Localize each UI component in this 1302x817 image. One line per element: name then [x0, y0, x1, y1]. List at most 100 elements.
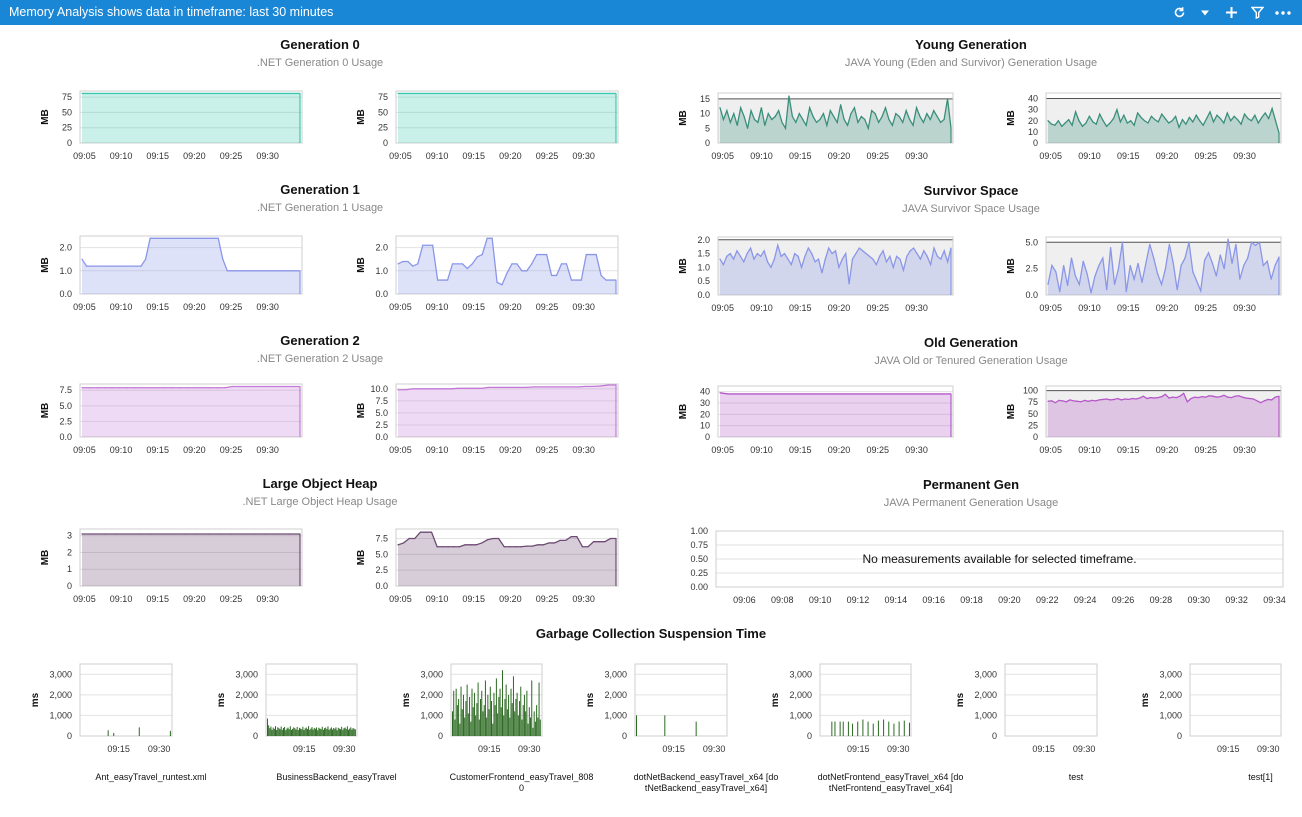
loh-b-point — [559, 539, 561, 542]
young-a-point — [940, 121, 942, 124]
young-a-point — [746, 127, 749, 129]
young-b-point — [1074, 111, 1077, 113]
young-b-point — [1178, 126, 1180, 129]
survivor-b-point — [1164, 268, 1167, 270]
gc-3-bar — [481, 690, 483, 736]
gc-6-ytick-label: 1,000 — [974, 710, 997, 720]
more-icon[interactable] — [1270, 0, 1296, 25]
loh-b-line — [397, 531, 616, 548]
young-b-point — [1126, 122, 1128, 124]
loh-b-ytick-label: 5.0 — [375, 549, 388, 559]
gen0-b-point — [513, 92, 515, 95]
gc-5-bar — [862, 719, 864, 736]
gen0-a-point — [255, 92, 257, 95]
old-a-line — [719, 392, 951, 395]
gen1-b-point — [397, 263, 399, 265]
gc-3-bar — [504, 698, 506, 736]
young-a-point — [774, 115, 776, 118]
add-icon[interactable] — [1218, 0, 1244, 25]
gen2-a-ytick-label: 0.0 — [59, 432, 72, 442]
young-a-point — [743, 115, 745, 118]
loh-a-ytick-label: 1 — [67, 564, 72, 574]
young-b-point — [1147, 122, 1149, 124]
gen2-a-point — [134, 387, 136, 389]
gen2-b-point — [465, 387, 467, 389]
gen2-a-point — [81, 387, 83, 389]
loh-b-point — [447, 546, 449, 548]
survivor-a-xtick-label: 09:20 — [828, 303, 851, 313]
refresh-icon[interactable] — [1166, 0, 1192, 25]
survivor-a-point — [773, 258, 775, 260]
gen0-b-point — [499, 92, 501, 95]
young-a-ytick-label: 15 — [700, 94, 710, 104]
gc-2-bar — [322, 729, 324, 736]
young-b-point — [1271, 107, 1273, 110]
gen2-a-point — [269, 385, 271, 388]
gc-5-xtick-label: 09:15 — [847, 744, 870, 754]
young-a-point — [778, 110, 780, 112]
gen0-a-point — [132, 92, 134, 95]
gen1-b-point — [402, 260, 404, 263]
gen0-a-point — [110, 92, 112, 95]
gen0-a-point — [117, 92, 119, 95]
young-a-point — [784, 127, 787, 129]
young-a-point — [895, 112, 897, 115]
gen1-b-point — [481, 253, 483, 256]
old-b-xtick-label: 09:10 — [1078, 445, 1101, 455]
survivor-a-xtick-label: 09:25 — [867, 303, 890, 313]
loh-a-frame — [79, 528, 303, 587]
old-a-point — [814, 393, 817, 395]
survivor-b-ytick-label: 0.0 — [1025, 290, 1038, 300]
survivor-b-point — [1157, 273, 1159, 275]
gc-3-bar — [456, 705, 458, 736]
survivor-b-point — [1047, 283, 1049, 286]
young-b-xtick-label: 09:30 — [1233, 151, 1256, 161]
young-a-point — [729, 121, 731, 124]
survivor-b-point — [1078, 283, 1080, 286]
survivor-b-point — [1051, 264, 1053, 267]
gc-5-bar — [834, 721, 836, 736]
gen2-title: Generation 2 — [280, 333, 360, 348]
dropdown-icon[interactable] — [1192, 0, 1218, 25]
survivor-b-xtick-label: 09:05 — [1039, 303, 1062, 313]
old-b-xtick-label: 09:30 — [1233, 445, 1256, 455]
gc-5-bar — [847, 721, 849, 736]
gen1-b-ytick-label: 1.0 — [375, 266, 388, 276]
gen2-a-point — [156, 387, 158, 389]
gen2-a-point — [96, 387, 98, 389]
gen1-a-point — [95, 265, 97, 267]
perm-ytick-label: 0.75 — [690, 540, 708, 550]
old-b-point — [1095, 400, 1097, 402]
survivor-b-point — [1180, 264, 1182, 267]
survivor-a-point — [892, 266, 894, 268]
gen2-b-point — [547, 386, 549, 388]
gen2-subtitle: .NET Generation 2 Usage — [256, 353, 384, 365]
gc-2-xtick-label: 09:15 — [293, 744, 316, 754]
old-b-point — [1164, 393, 1166, 395]
gen2-b-point — [502, 386, 504, 388]
young-a-point — [888, 118, 890, 121]
survivor-a-point — [722, 264, 724, 266]
young-a-point — [881, 115, 883, 118]
survivor-a-point — [919, 258, 922, 260]
old-b-point — [1263, 400, 1265, 402]
filter-icon[interactable] — [1244, 0, 1270, 25]
young-b-point — [1226, 112, 1228, 114]
young-b-point — [1157, 121, 1159, 123]
young-a-point — [719, 107, 721, 109]
young-b-ylabel: MB — [1006, 110, 1017, 126]
gen2-a-point — [118, 387, 121, 389]
gen2-a-point — [284, 385, 286, 388]
old-a-point — [870, 393, 872, 395]
old-b-point — [1271, 399, 1273, 401]
gen1-a-point — [267, 270, 269, 272]
gen0-a-xtick-label: 09:30 — [256, 151, 279, 161]
toolbar — [1166, 0, 1296, 25]
gc-3-bar — [470, 721, 472, 736]
gc-2-bar — [328, 729, 330, 736]
survivor-a-point — [828, 247, 830, 249]
old-b-point — [1183, 392, 1185, 395]
gc-3-bar — [500, 707, 502, 736]
gen0-b-xtick-label: 09:25 — [536, 151, 559, 161]
old-a-point — [878, 393, 880, 395]
